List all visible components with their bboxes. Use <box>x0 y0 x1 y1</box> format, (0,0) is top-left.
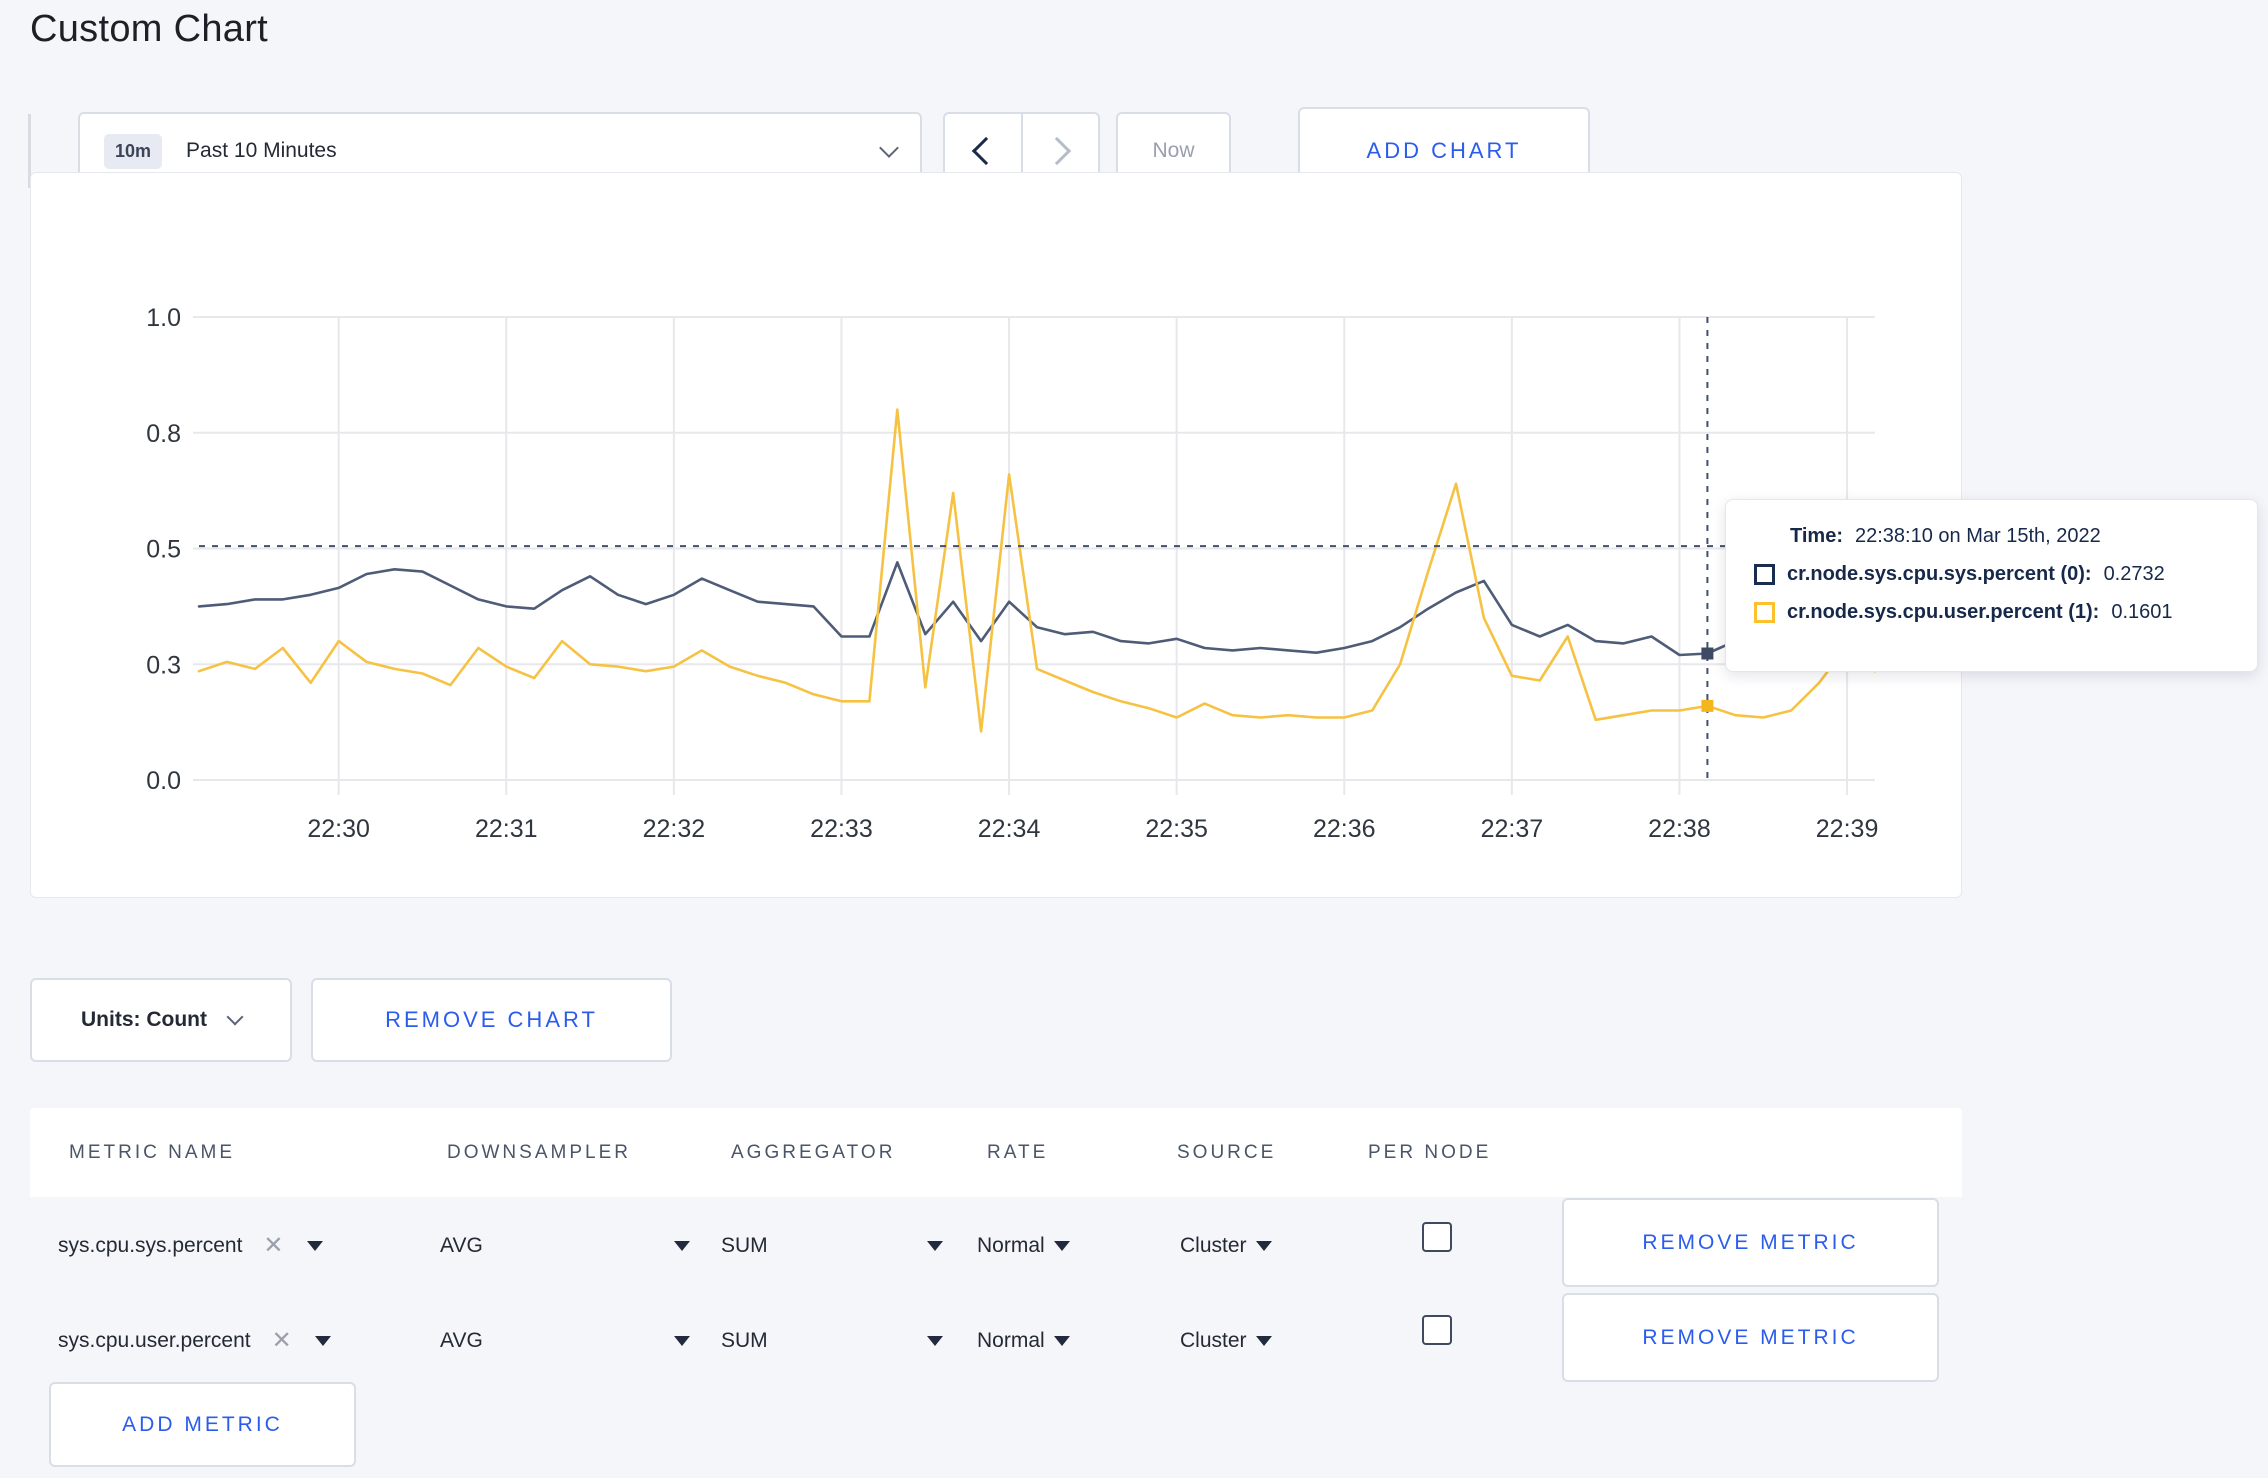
downsampler-value: AVG <box>440 1328 483 1352</box>
chart-plot[interactable]: 1.0 0.8 0.5 0.3 0.0 22:30 22:31 22:32 22:33 22:34… <box>31 173 1963 899</box>
caret-down-icon <box>306 1240 323 1251</box>
caret-down-icon <box>1255 1240 1272 1251</box>
col-header-per-node: PER NODE <box>1368 1141 1492 1163</box>
svg-text:22:32: 22:32 <box>643 815 706 843</box>
tooltip-time-label: Time: <box>1790 525 1843 547</box>
col-header-source: SOURCE <box>1177 1141 1277 1163</box>
downsampler-select[interactable]: AVG <box>440 1329 690 1353</box>
clear-metric-icon[interactable]: ✕ <box>263 1231 284 1259</box>
svg-text:0.0: 0.0 <box>146 767 181 795</box>
metric-name-value: sys.cpu.user.percent <box>58 1328 251 1352</box>
toolbar-divider <box>28 114 31 188</box>
metrics-table-header: METRIC NAME DOWNSAMPLER AGGREGATOR RATE … <box>30 1108 1962 1197</box>
add-chart-label: ADD CHART <box>1366 138 1522 163</box>
time-window-badge: 10m <box>104 133 163 169</box>
svg-text:1.0: 1.0 <box>146 304 181 332</box>
caret-down-icon <box>674 1335 690 1346</box>
tooltip-series-label: cr.node.sys.cpu.user.percent (1): <box>1787 601 2100 623</box>
caret-down-icon <box>1255 1335 1272 1346</box>
col-header-metric-name: METRIC NAME <box>69 1141 235 1163</box>
caret-down-icon <box>1053 1335 1070 1346</box>
aggregator-value: SUM <box>721 1233 768 1257</box>
source-select[interactable]: Cluster <box>1180 1234 1272 1258</box>
remove-chart-button[interactable]: REMOVE CHART <box>311 978 672 1062</box>
downsampler-value: AVG <box>440 1233 483 1257</box>
rate-select[interactable]: Normal <box>977 1329 1070 1353</box>
aggregator-select[interactable]: SUM <box>721 1234 943 1258</box>
source-value: Cluster <box>1180 1328 1247 1352</box>
rate-value: Normal <box>977 1328 1045 1352</box>
col-header-rate: RATE <box>987 1141 1049 1163</box>
caret-down-icon <box>674 1240 690 1251</box>
series-line <box>197 408 1877 733</box>
series-line <box>197 561 1877 657</box>
metric-name-value: sys.cpu.sys.percent <box>58 1233 243 1257</box>
crosshair-point <box>1701 699 1714 712</box>
table-row: sys.cpu.sys.percent ✕ AVG SUM Normal Clu… <box>30 1198 1962 1293</box>
downsampler-select[interactable]: AVG <box>440 1234 690 1258</box>
chart-crosshair <box>199 317 1875 780</box>
tooltip-series-label: cr.node.sys.cpu.sys.percent (0): <box>1787 563 2092 585</box>
rate-select[interactable]: Normal <box>977 1234 1070 1258</box>
svg-text:0.5: 0.5 <box>146 536 181 564</box>
chevron-down-icon <box>879 138 899 158</box>
col-header-aggregator: AGGREGATOR <box>731 1141 896 1163</box>
aggregator-value: SUM <box>721 1328 768 1352</box>
remove-metric-button[interactable]: REMOVE METRIC <box>1562 1198 1939 1287</box>
chevron-down-icon <box>226 1008 244 1026</box>
table-row: sys.cpu.user.percent ✕ AVG SUM Normal Cl… <box>30 1293 1962 1388</box>
svg-text:22:39: 22:39 <box>1816 815 1879 843</box>
svg-text:22:38: 22:38 <box>1648 815 1711 843</box>
caret-down-icon <box>1053 1240 1070 1251</box>
svg-text:22:34: 22:34 <box>978 815 1041 843</box>
source-value: Cluster <box>1180 1233 1247 1257</box>
chart-axis-labels: 1.0 0.8 0.5 0.3 0.0 22:30 22:31 22:32 22:33 22:34… <box>146 304 1878 843</box>
chart-gridlines <box>193 316 1875 795</box>
remove-chart-label: REMOVE CHART <box>385 1007 598 1032</box>
chart-tooltip: Time: 22:38:10 on Mar 15th, 2022 cr.node… <box>1725 499 2258 672</box>
col-header-downsampler: DOWNSAMPLER <box>447 1141 631 1163</box>
series-swatch-user <box>1754 602 1775 623</box>
chevron-left-icon <box>971 136 1000 166</box>
chevron-right-icon <box>1043 136 1072 166</box>
page-title: Custom Chart <box>30 8 269 50</box>
remove-metric-button[interactable]: REMOVE METRIC <box>1562 1293 1939 1382</box>
per-node-checkbox[interactable] <box>1422 1315 1452 1345</box>
svg-text:22:37: 22:37 <box>1481 815 1544 843</box>
now-button-label: Now <box>1152 139 1195 162</box>
svg-text:22:30: 22:30 <box>307 815 370 843</box>
rate-value: Normal <box>977 1233 1045 1257</box>
chart-card: 1.0 0.8 0.5 0.3 0.0 22:30 22:31 22:32 22:33 22:34… <box>30 172 1962 898</box>
svg-text:22:33: 22:33 <box>810 815 873 843</box>
crosshair-point <box>1701 647 1714 660</box>
remove-metric-label: REMOVE METRIC <box>1642 1230 1859 1254</box>
add-metric-button[interactable]: ADD METRIC <box>49 1382 356 1467</box>
svg-text:0.8: 0.8 <box>146 420 181 448</box>
chart-series <box>197 408 1877 733</box>
per-node-checkbox[interactable] <box>1422 1222 1452 1252</box>
metric-name-select[interactable]: sys.cpu.sys.percent ✕ <box>58 1231 323 1259</box>
clear-metric-icon[interactable]: ✕ <box>271 1326 292 1354</box>
source-select[interactable]: Cluster <box>1180 1329 1272 1353</box>
tooltip-time-value: 22:38:10 on Mar 15th, 2022 <box>1854 525 2101 547</box>
svg-text:22:36: 22:36 <box>1313 815 1376 843</box>
aggregator-select[interactable]: SUM <box>721 1329 943 1353</box>
time-window-label: Past 10 Minutes <box>186 139 337 162</box>
svg-text:22:31: 22:31 <box>475 815 538 843</box>
caret-down-icon <box>927 1335 943 1346</box>
svg-text:0.3: 0.3 <box>146 651 181 679</box>
metric-name-select[interactable]: sys.cpu.user.percent ✕ <box>58 1326 331 1354</box>
tooltip-series-value: 0.1601 <box>2111 601 2173 623</box>
add-metric-label: ADD METRIC <box>122 1412 283 1436</box>
svg-text:22:35: 22:35 <box>1145 815 1208 843</box>
tooltip-series-value: 0.2732 <box>2103 563 2165 585</box>
series-swatch-sys <box>1754 564 1775 585</box>
remove-metric-label: REMOVE METRIC <box>1642 1325 1859 1349</box>
units-label: Units: Count <box>81 1008 207 1031</box>
units-select[interactable]: Units: Count <box>30 978 292 1062</box>
prev-range-button[interactable] <box>945 114 1023 188</box>
caret-down-icon <box>927 1240 943 1251</box>
caret-down-icon <box>314 1335 331 1346</box>
